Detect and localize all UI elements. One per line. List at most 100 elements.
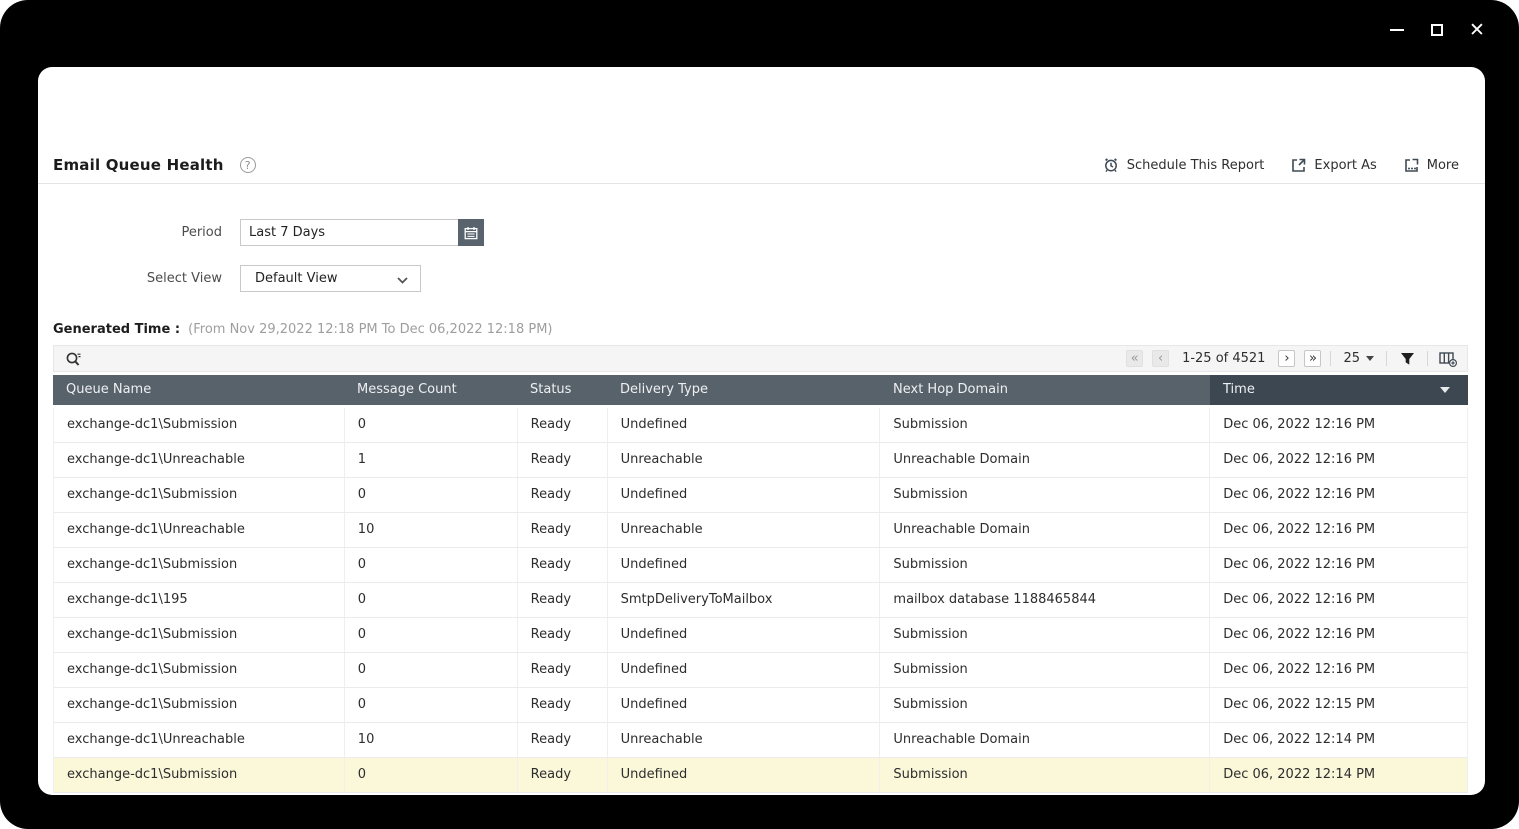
window-controls: ✕ (1387, 20, 1487, 40)
column-header-message-count[interactable]: Message Count (357, 382, 457, 397)
cell-next-hop: Submission (880, 618, 1211, 652)
schedule-report-button[interactable]: Schedule This Report (1103, 157, 1264, 173)
column-header-time[interactable]: Time (1210, 375, 1468, 405)
cell-next-hop: Unreachable Domain (880, 513, 1211, 547)
cell-next-hop: Submission (880, 408, 1211, 442)
table-row: exchange-dc1\Submission 0 Ready Undefined Su… (54, 478, 1468, 513)
caret-down-icon (1366, 356, 1374, 361)
table-row: exchange-dc1\Submission 0 Ready Undefined Su… (54, 548, 1468, 583)
page-title: Email Queue Health (53, 156, 224, 174)
pagination: « ‹ 1-25 of 4521 › » 25 (1126, 349, 1459, 369)
cell-count: 0 (345, 618, 518, 652)
filter-icon[interactable] (1396, 349, 1418, 369)
view-select[interactable]: Default View (240, 265, 421, 292)
cell-delivery: SmtpDeliveryToMailbox (608, 583, 881, 617)
page-size-value: 25 (1343, 351, 1360, 366)
cell-delivery: Undefined (608, 548, 881, 582)
table-row: exchange-dc1\Submission 0 Ready Undefined Su… (54, 688, 1468, 723)
more-button[interactable]: More (1404, 158, 1459, 173)
select-view-label: Select View (146, 271, 222, 286)
column-header-delivery-type[interactable]: Delivery Type (620, 382, 708, 397)
cell-count: 0 (345, 548, 518, 582)
cell-delivery: Undefined (608, 688, 881, 722)
cell-queue: exchange-dc1\Unreachable (54, 443, 345, 477)
table-row: exchange-dc1\Submission 0 Ready Undefined Su… (54, 653, 1468, 688)
first-page-button[interactable]: « (1126, 350, 1144, 367)
cell-delivery: Undefined (608, 478, 881, 512)
cell-next-hop: Submission (880, 653, 1211, 687)
table-row: exchange-dc1\Unreachable 1 Ready Unreachabl… (54, 443, 1468, 478)
cell-time: Dec 06, 2022 12:16 PM (1210, 513, 1468, 547)
column-header-time-label: Time (1223, 382, 1255, 397)
cell-count: 0 (345, 688, 518, 722)
view-select-value: Default View (255, 271, 338, 286)
cell-status: Ready (518, 443, 608, 477)
page-size-select[interactable]: 25 (1340, 351, 1377, 366)
cell-next-hop: Submission (880, 688, 1211, 722)
title-row: Email Queue Health ? (53, 152, 256, 178)
export-as-button[interactable]: Export As (1291, 157, 1377, 173)
cell-queue: exchange-dc1\Submission (54, 688, 345, 722)
cell-status: Ready (518, 758, 608, 792)
cell-time: Dec 06, 2022 12:16 PM (1210, 408, 1468, 442)
cell-count: 0 (345, 478, 518, 512)
cell-next-hop: Unreachable Domain (880, 723, 1211, 757)
column-header-status[interactable]: Status (530, 382, 572, 397)
minimize-icon[interactable] (1387, 20, 1407, 40)
cell-status: Ready (518, 478, 608, 512)
pagination-range: 1-25 of 4521 (1182, 351, 1266, 366)
cell-next-hop: Submission (880, 478, 1211, 512)
generated-time-range: (From Nov 29,2022 12:18 PM To Dec 06,202… (188, 322, 553, 337)
period-label: Period (181, 225, 222, 240)
cell-count: 10 (345, 513, 518, 547)
search-icon[interactable] (62, 349, 84, 369)
cell-time: Dec 06, 2022 12:14 PM (1210, 758, 1468, 792)
cell-time: Dec 06, 2022 12:16 PM (1210, 583, 1468, 617)
close-icon[interactable]: ✕ (1469, 18, 1485, 41)
period-input[interactable] (240, 219, 458, 246)
cell-status: Ready (518, 653, 608, 687)
cell-count: 0 (345, 653, 518, 687)
cell-time: Dec 06, 2022 12:16 PM (1210, 443, 1468, 477)
table-body: exchange-dc1\Submission 0 Ready Undefined Su… (53, 408, 1468, 793)
cell-count: 1 (345, 443, 518, 477)
table-row: exchange-dc1\Submission 0 Ready Undefined Su… (54, 758, 1468, 793)
next-page-button[interactable]: › (1278, 350, 1296, 367)
cell-queue: exchange-dc1\Unreachable (54, 723, 345, 757)
sort-desc-icon (1440, 387, 1450, 393)
cell-time: Dec 06, 2022 12:16 PM (1210, 653, 1468, 687)
cell-delivery: Undefined (608, 408, 881, 442)
prev-page-button[interactable]: ‹ (1152, 350, 1170, 367)
cell-count: 0 (345, 583, 518, 617)
cell-status: Ready (518, 688, 608, 722)
maximize-icon[interactable] (1427, 20, 1447, 40)
column-chooser-icon[interactable] (1437, 349, 1459, 369)
table-row: exchange-dc1\Submission 0 Ready Undefined Su… (54, 618, 1468, 653)
cell-queue: exchange-dc1\Submission (54, 758, 345, 792)
cell-delivery: Unreachable (608, 443, 881, 477)
last-page-button[interactable]: » (1304, 350, 1322, 367)
cell-queue: exchange-dc1\Submission (54, 548, 345, 582)
cell-queue: exchange-dc1\Submission (54, 408, 345, 442)
cell-time: Dec 06, 2022 12:15 PM (1210, 688, 1468, 722)
help-icon[interactable]: ? (239, 157, 256, 173)
column-header-next-hop[interactable]: Next Hop Domain (893, 382, 1008, 397)
cell-time: Dec 06, 2022 12:16 PM (1210, 618, 1468, 652)
export-as-label: Export As (1314, 157, 1377, 173)
cell-queue: exchange-dc1\195 (54, 583, 345, 617)
toolbar-separator (1386, 351, 1387, 366)
period-field (240, 219, 484, 246)
cell-status: Ready (518, 548, 608, 582)
column-header-queue-name[interactable]: Queue Name (66, 382, 152, 397)
cell-next-hop: Submission (880, 548, 1211, 582)
calendar-icon[interactable] (458, 219, 484, 246)
cell-next-hop: Unreachable Domain (880, 443, 1211, 477)
table-row: exchange-dc1\Submission 0 Ready Undefined Su… (54, 408, 1468, 443)
cell-delivery: Unreachable (608, 723, 881, 757)
cell-status: Ready (518, 618, 608, 652)
table-header: Queue Name Message Count Status Delivery… (53, 375, 1468, 405)
toolbar-separator (1427, 351, 1428, 366)
cell-queue: exchange-dc1\Submission (54, 653, 345, 687)
table-row: exchange-dc1\195 0 Ready SmtpDeliveryToMail… (54, 583, 1468, 618)
